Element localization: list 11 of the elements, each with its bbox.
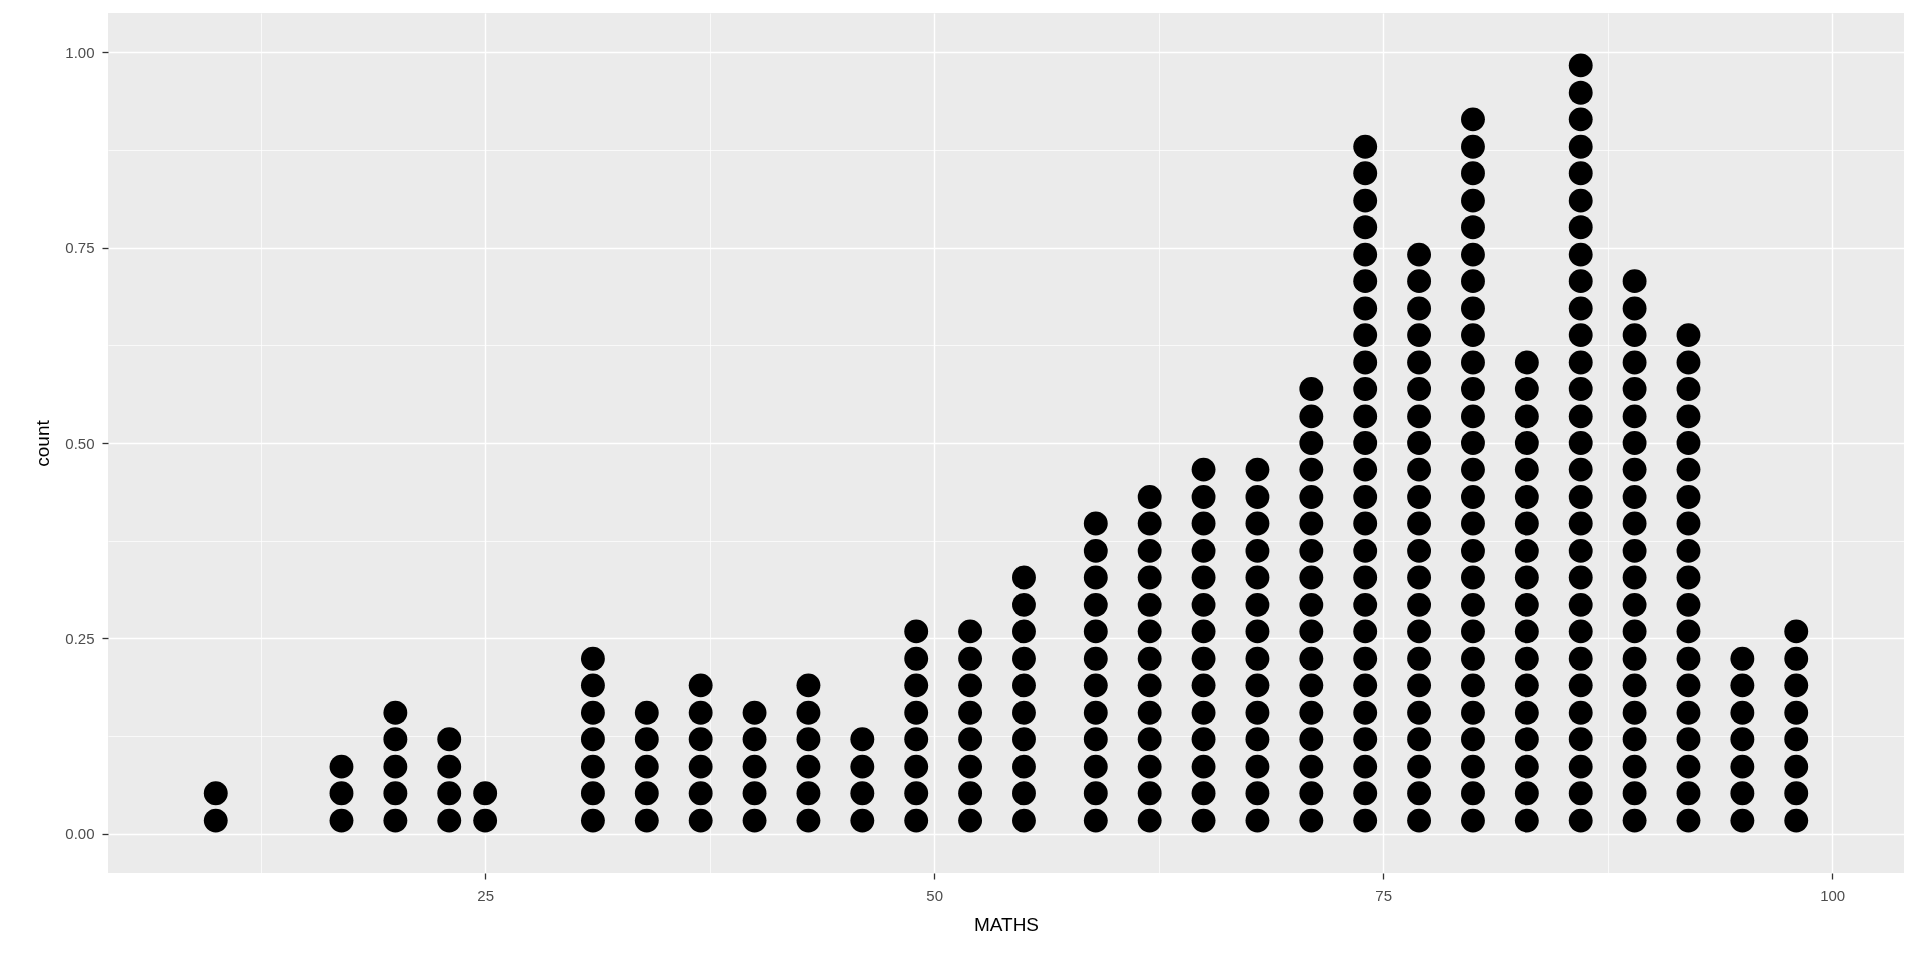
y-tick-label: 0.50	[65, 434, 95, 452]
y-tick-label: 0.25	[65, 629, 95, 647]
x-tick-label: 25	[477, 886, 494, 904]
x-tick-label: 50	[926, 886, 943, 904]
y-tick-label: 0.00	[65, 825, 95, 843]
x-tick-label: 100	[1820, 886, 1846, 904]
x-tick-label: 75	[1375, 886, 1392, 904]
y-axis-title: count	[32, 419, 54, 467]
y-tick-label: 1.00	[65, 43, 95, 61]
x-axis-title: MATHS	[973, 913, 1040, 935]
y-tick-label: 0.75	[65, 239, 95, 257]
